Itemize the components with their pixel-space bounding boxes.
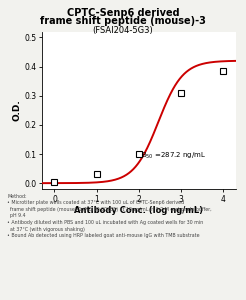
- Y-axis label: O.D.: O.D.: [12, 99, 21, 121]
- Text: (FSAI204-5G3): (FSAI204-5G3): [93, 26, 153, 35]
- Text: Method:
• Microtiter plate wells coated at 37°C with 100 uL of CPTC-Senp6 derive: Method: • Microtiter plate wells coated …: [7, 194, 212, 238]
- Text: CPTC-Senp6 derived: CPTC-Senp6 derived: [67, 8, 179, 17]
- Text: frame shift peptide (mouse)-3: frame shift peptide (mouse)-3: [40, 16, 206, 26]
- X-axis label: Antibody Conc. (log ng/mL): Antibody Conc. (log ng/mL): [75, 206, 203, 215]
- Text: B$_{50}$ =287.2 ng/mL: B$_{50}$ =287.2 ng/mL: [141, 150, 206, 161]
